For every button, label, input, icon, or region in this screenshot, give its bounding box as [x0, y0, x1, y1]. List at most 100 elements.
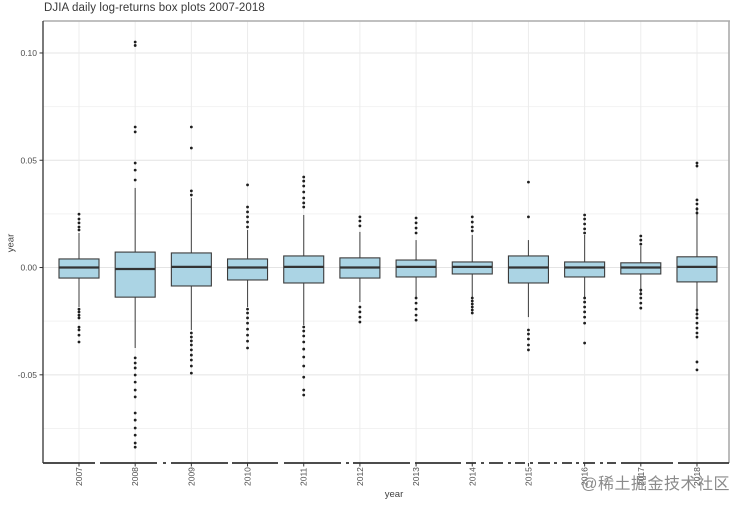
outlier-point-2008	[133, 161, 137, 165]
box-2013	[395, 259, 437, 278]
x-tick-label: 2012	[355, 467, 365, 486]
outlier-point-2012	[358, 310, 362, 314]
outlier-point-2008	[133, 125, 137, 129]
outlier-point-2015	[527, 180, 530, 184]
outlier-point-2012	[358, 320, 362, 324]
box-2009	[170, 252, 212, 287]
outlier-point-2009	[189, 193, 193, 197]
outlier-point-2015	[527, 343, 530, 347]
outlier-point-2008	[133, 44, 137, 47]
outlier-point-2008	[133, 373, 137, 377]
x-tick-label: 2008	[130, 467, 140, 486]
outlier-point-2011	[302, 184, 306, 188]
outlier-point-2014	[470, 302, 474, 306]
y-tick-label: 0.10	[20, 48, 37, 58]
box-2011	[283, 255, 325, 284]
outlier-point-2009	[189, 189, 193, 193]
outlier-point-2018	[695, 207, 699, 211]
outlier-point-2012	[358, 219, 362, 223]
y-tick-label: 0.05	[20, 155, 37, 165]
watermark: @稀土掘金技术社区	[581, 476, 730, 493]
outlier-point-2018	[695, 368, 699, 372]
y-tick-label: -0.05	[18, 370, 38, 380]
outlier-point-2008	[133, 40, 137, 44]
box-2015	[507, 255, 549, 284]
outlier-point-2011	[302, 388, 306, 392]
outlier-point-2011	[302, 325, 306, 329]
outlier-point-2009	[189, 364, 193, 368]
outlier-point-2009	[189, 358, 193, 362]
outlier-point-2009	[189, 353, 193, 357]
box-2010	[226, 258, 269, 281]
outlier-point-2018	[695, 308, 699, 312]
outlier-point-2013	[414, 301, 418, 305]
outlier-point-2017	[639, 296, 643, 300]
outlier-point-2009	[189, 125, 193, 129]
outlier-point-2011	[302, 375, 306, 379]
outlier-point-2010	[246, 327, 249, 331]
outlier-point-2017	[639, 292, 643, 296]
outlier-point-2010	[246, 205, 249, 209]
outlier-point-2017	[639, 238, 643, 242]
outlier-point-2009	[189, 146, 193, 150]
outlier-point-2016	[583, 310, 587, 314]
outlier-point-2008	[133, 366, 137, 370]
outlier-point-2009	[189, 371, 193, 375]
outlier-point-2016	[583, 222, 587, 226]
outlier-point-2007	[77, 340, 81, 344]
outlier-point-2010	[246, 311, 249, 315]
outlier-point-2009	[189, 348, 193, 352]
x-tick-label: 2015	[523, 467, 533, 486]
outlier-point-2009	[189, 343, 193, 347]
outlier-point-2011	[302, 329, 306, 333]
outlier-point-2015	[527, 215, 530, 219]
outlier-point-2011	[302, 205, 306, 209]
outlier-point-2015	[527, 332, 530, 336]
outlier-point-2015	[527, 348, 530, 352]
outlier-point-2011	[302, 347, 306, 351]
outlier-point-2011	[302, 175, 306, 179]
x-tick-label: 2009	[186, 467, 196, 486]
outlier-point-2016	[583, 231, 587, 235]
outlier-point-2011	[302, 334, 306, 338]
box-2018	[676, 256, 718, 283]
outlier-point-2016	[583, 321, 587, 325]
x-axis-title: year	[384, 489, 404, 500]
outlier-point-2018	[695, 326, 699, 330]
x-tick-label: 2018	[692, 467, 702, 486]
outlier-point-2008	[133, 356, 137, 360]
outlier-point-2010	[246, 215, 249, 219]
x-tick-label: 2013	[411, 467, 421, 486]
outlier-point-2013	[414, 307, 418, 311]
outlier-point-2017	[639, 234, 643, 238]
outlier-point-2013	[414, 221, 418, 225]
y-axis-title: year	[5, 233, 17, 253]
outlier-point-2008	[133, 418, 137, 422]
outlier-point-2014	[470, 225, 474, 229]
outlier-point-2018	[695, 331, 699, 335]
outlier-point-2009	[189, 335, 193, 339]
outlier-point-2017	[639, 306, 643, 310]
outlier-point-2014	[470, 305, 474, 309]
outlier-point-2007	[77, 228, 81, 232]
outlier-point-2018	[695, 321, 699, 325]
outlier-point-2017	[639, 288, 643, 292]
outlier-point-2008	[133, 361, 137, 365]
outlier-point-2018	[695, 316, 699, 320]
outlier-point-2007	[77, 313, 81, 317]
outlier-point-2008	[133, 380, 137, 384]
outlier-point-2010	[246, 183, 249, 187]
outlier-point-2018	[695, 202, 699, 206]
outlier-point-2013	[414, 226, 418, 230]
outlier-point-2010	[246, 316, 249, 320]
outlier-point-2011	[302, 201, 306, 205]
outlier-point-2007	[77, 325, 81, 329]
outlier-point-2016	[583, 227, 587, 231]
outlier-point-2008	[133, 168, 137, 172]
outlier-point-2010	[246, 225, 249, 229]
outlier-point-2016	[583, 217, 587, 221]
outlier-point-2009	[189, 331, 193, 335]
outlier-point-2010	[246, 220, 249, 224]
outlier-point-2018	[695, 360, 699, 364]
